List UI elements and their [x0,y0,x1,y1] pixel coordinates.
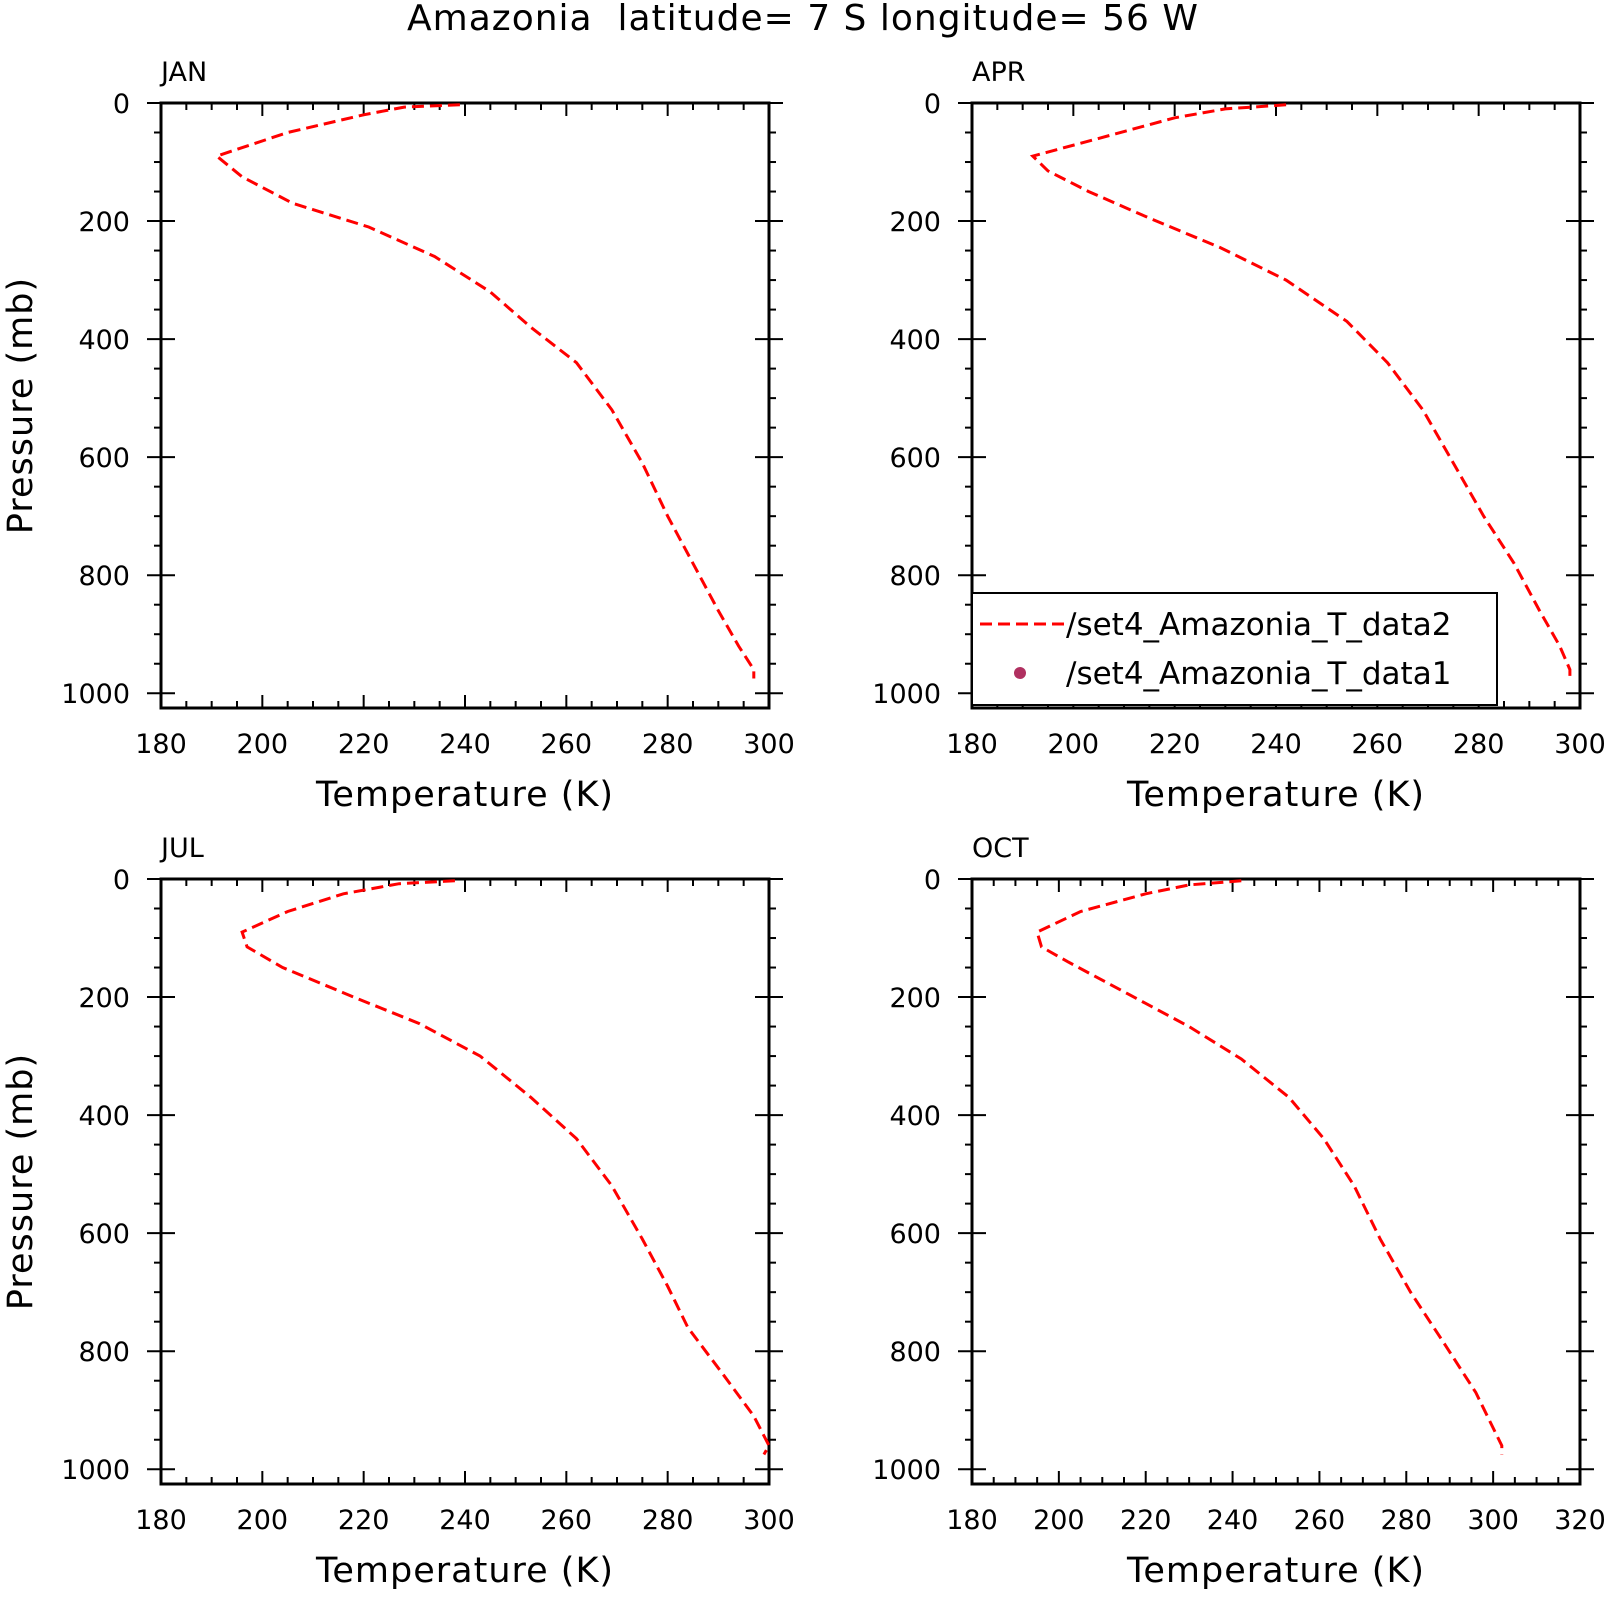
x-tick-label: 180 [946,729,998,760]
plot-frame [159,101,771,710]
panel-apr: 180 200 220 240 260 280 300 0 200 400 600 800 1000 AP… [872,57,1605,815]
panel-oct: 180 200 220 240 260 280 300 320 0 200 400 600 800 100… [872,833,1605,1591]
y-tick-label: 600 [78,443,130,474]
x-tick-label: 280 [1381,1505,1433,1536]
y-tick-label: 1000 [872,1455,941,1486]
y-tick-label: 800 [78,1337,130,1368]
y-tick-label: 600 [78,1219,130,1250]
x-tick-label: 240 [1250,729,1302,760]
y-tick-label: 800 [78,561,130,592]
x-tick-label: 280 [642,729,694,760]
y-axis-label: Pressure (mb) [1,1053,41,1310]
x-axis-label: Temperature (K) [1126,1551,1425,1591]
x-axis-label: Temperature (K) [315,1551,614,1591]
x-tick-label: 320 [1554,1505,1606,1536]
y-tick-label: 0 [113,865,130,896]
x-tick-label: 240 [439,1505,491,1536]
x-tick-label: 280 [1453,729,1505,760]
x-tick-label: 200 [1048,729,1100,760]
legend-label-data2: /set4_Amazonia_T_data2 [1066,607,1451,643]
x-tick-label: 200 [237,1505,289,1536]
y-tick-label: 400 [78,325,130,356]
y-tick-label: 400 [78,1101,130,1132]
x-tick-label: 180 [135,1505,187,1536]
y-tick-label: 0 [924,89,941,120]
x-tick-label: 220 [338,729,390,760]
y-tick-label: 400 [889,325,941,356]
panel-month-label: JAN [159,57,207,88]
x-tick-label: 280 [642,1505,694,1536]
x-tick-label: 260 [541,729,593,760]
panel-month-label: OCT [972,833,1029,864]
y-axis-label: Pressure (mb) [1,277,41,534]
legend-label-data1: /set4_Amazonia_T_data1 [1066,656,1451,692]
figure-title: Amazonia latitude= 7 S longitude= 56 W [407,0,1199,39]
y-tick-label: 200 [78,207,130,238]
x-tick-label: 260 [1352,729,1404,760]
x-tick-label: 240 [439,729,491,760]
temperature-profile-line [213,103,756,679]
x-tick-label: 260 [541,1505,593,1536]
x-tick-label: 220 [1120,1505,1172,1536]
temperature-profile-line [1029,103,1572,679]
x-tick-label: 300 [1554,729,1606,760]
x-axis-label: Temperature (K) [315,775,614,815]
panel-jul: 180 200 220 240 260 280 300 0 200 400 600 800 1000 JU… [1,833,795,1591]
y-tick-label: 0 [924,865,941,896]
y-tick-label: 1000 [61,1455,130,1486]
x-tick-label: 300 [743,729,795,760]
plot-frame [159,877,771,1486]
legend: /set4_Amazonia_T_data2 /set4_Amazonia_T_… [971,592,1498,706]
x-tick-label: 220 [338,1505,390,1536]
y-tick-label: 800 [889,561,941,592]
y-tick-label: 200 [889,207,941,238]
x-tick-label: 200 [1033,1505,1085,1536]
x-tick-label: 220 [1149,729,1201,760]
x-tick-label: 300 [1467,1505,1519,1536]
plot-frame [970,877,1582,1486]
x-tick-label: 240 [1207,1505,1259,1536]
x-tick-label: 180 [135,729,187,760]
panel-jan: 180 200 220 240 260 280 300 0 200 400 600 800 1000 JA… [1,57,795,815]
y-tick-label: 200 [889,983,941,1014]
y-tick-label: 600 [889,443,941,474]
x-tick-label: 300 [743,1505,795,1536]
x-tick-label: 260 [1294,1505,1346,1536]
legend-box [971,592,1498,706]
y-tick-label: 1000 [61,679,130,710]
y-tick-label: 400 [889,1101,941,1132]
y-tick-label: 1000 [872,679,941,710]
x-tick-label: 180 [946,1505,998,1536]
y-tick-label: 800 [889,1337,941,1368]
panel-month-label: JUL [159,833,204,864]
y-tick-label: 200 [78,983,130,1014]
temperature-profile-line [240,879,771,1456]
x-tick-label: 200 [237,729,289,760]
temperature-profile-line [1035,879,1504,1455]
y-tick-label: 600 [889,1219,941,1250]
panel-month-label: APR [972,57,1026,88]
y-tick-label: 0 [113,89,130,120]
x-axis-label: Temperature (K) [1126,775,1425,815]
legend-swatch-data1 [1014,667,1026,679]
